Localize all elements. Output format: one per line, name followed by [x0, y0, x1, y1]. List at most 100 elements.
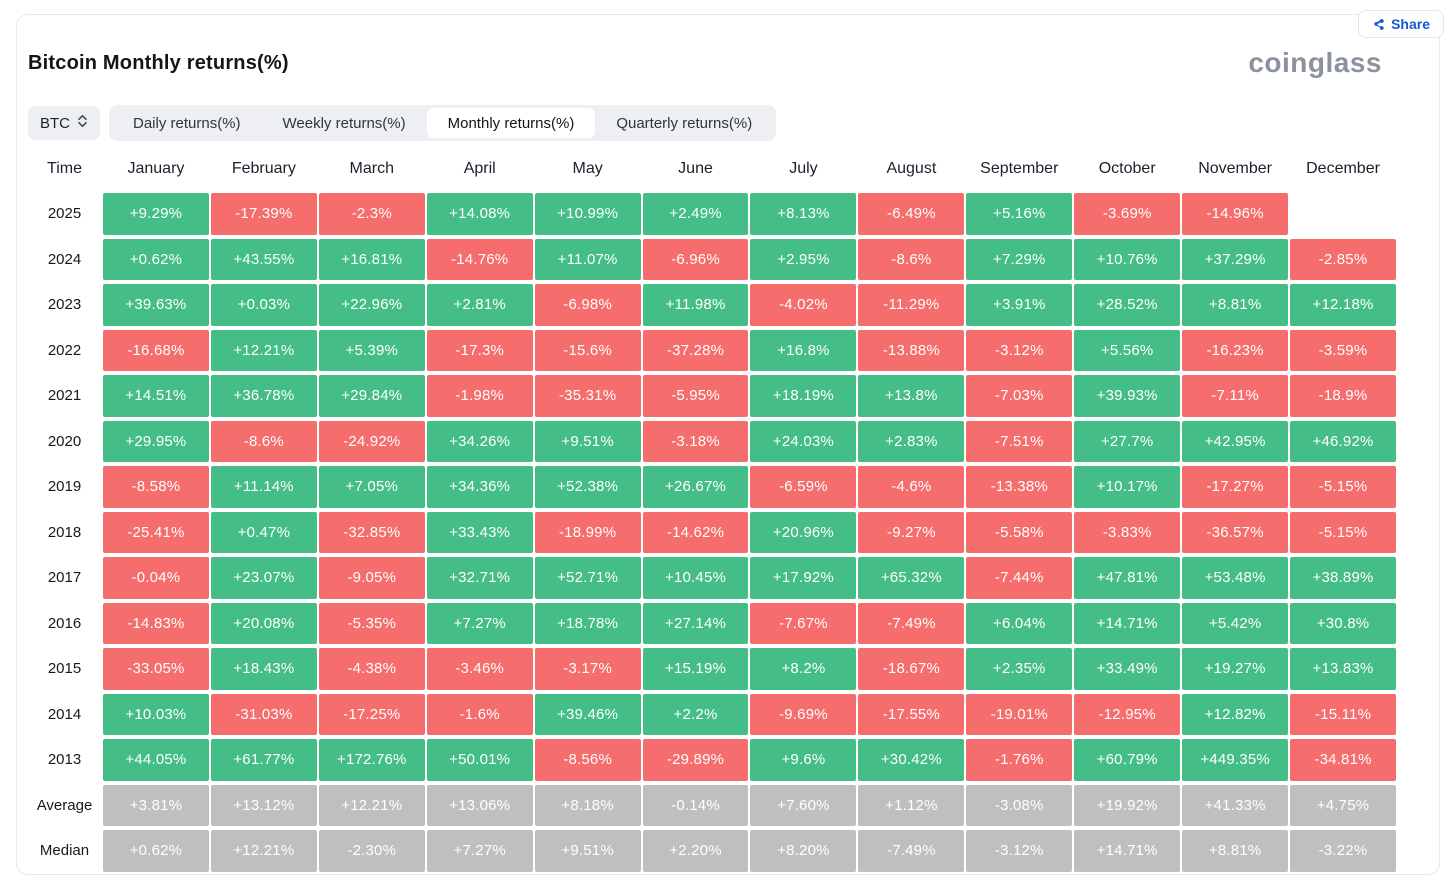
cell-2025-march: -2.3%: [318, 193, 425, 235]
cell-median-august: -7.49%: [858, 830, 965, 872]
cell-2016-february: +20.08%: [210, 602, 317, 644]
table-row-2024: 2024 +0.62% +43.55% +16.81% -14.76% +11.07% -6…: [28, 238, 1396, 280]
cell-2015-august: -18.67%: [858, 648, 965, 690]
cell-2019-may: +52.38%: [534, 466, 641, 508]
table-row-2023: 2023 +39.63% +0.03% +22.96% +2.81% -6.98% +11.…: [28, 284, 1396, 326]
cell-2016-december: +30.8%: [1290, 602, 1396, 644]
row-label-2023: 2023: [47, 296, 82, 314]
cell-2017-may: +52.71%: [534, 557, 641, 599]
cell-2013-january: +44.05%: [103, 739, 209, 781]
cell-2025-july: +8.13%: [750, 193, 857, 235]
cell-2022-september: -3.12%: [966, 329, 1073, 371]
row-label-2019: 2019: [47, 478, 82, 496]
cell-2013-october: +60.79%: [1074, 739, 1181, 781]
row-label-2015: 2015: [47, 660, 82, 678]
column-header-october: October: [1098, 160, 1156, 177]
tab-daily-returns[interactable]: Daily returns(%): [112, 108, 262, 138]
column-header-march: March: [349, 160, 394, 177]
cell-average-january: +3.81%: [103, 784, 209, 826]
table-row-2013: 2013 +44.05% +61.77% +172.76% +50.01% -8.56% -…: [28, 739, 1396, 781]
cell-2021-october: +39.93%: [1074, 375, 1181, 417]
share-icon: [1372, 18, 1385, 31]
cell-2018-april: +33.43%: [426, 511, 533, 553]
column-header-june: June: [678, 160, 713, 177]
cell-median-march: -2.30%: [318, 830, 425, 872]
table-row-average: Average +3.81% +13.12% +12.21% +13.06% +8.18%…: [28, 784, 1396, 826]
cell-2015-may: -3.17%: [534, 648, 641, 690]
cell-2015-october: +33.49%: [1074, 648, 1181, 690]
cell-median-october: +14.71%: [1074, 830, 1181, 872]
cell-2022-march: +5.39%: [318, 329, 425, 371]
cell-2016-july: -7.67%: [750, 602, 857, 644]
cell-2013-september: -1.76%: [966, 739, 1073, 781]
cell-2024-june: -6.96%: [642, 238, 749, 280]
cell-2018-march: -32.85%: [318, 511, 425, 553]
cell-2023-april: +2.81%: [426, 284, 533, 326]
tab-weekly-returns[interactable]: Weekly returns(%): [262, 108, 427, 138]
cell-2023-july: -4.02%: [750, 284, 857, 326]
cell-2013-november: +449.35%: [1182, 739, 1289, 781]
cell-2024-july: +2.95%: [750, 238, 857, 280]
cell-2020-september: -7.51%: [966, 420, 1073, 462]
cell-2017-february: +23.07%: [210, 557, 317, 599]
cell-2016-september: +6.04%: [966, 602, 1073, 644]
cell-2021-september: -7.03%: [966, 375, 1073, 417]
cell-2018-july: +20.96%: [750, 511, 857, 553]
symbol-select[interactable]: BTC: [28, 106, 100, 140]
cell-2025-february: -17.39%: [210, 193, 317, 235]
column-header-august: August: [886, 160, 937, 177]
cell-2024-november: +37.29%: [1182, 238, 1289, 280]
cell-2021-january: +14.51%: [103, 375, 209, 417]
cell-average-july: +7.60%: [750, 784, 857, 826]
tab-monthly-returns[interactable]: Monthly returns(%): [426, 108, 596, 138]
cell-2022-june: -37.28%: [642, 329, 749, 371]
cell-2014-december: -15.11%: [1290, 693, 1396, 735]
table-row-2019: 2019 -8.58% +11.14% +7.05% +34.36% +52.38% +26…: [28, 466, 1396, 508]
cell-2019-august: -4.6%: [858, 466, 965, 508]
returns-table: Time January February March April May June July…: [28, 154, 1396, 872]
cell-2020-february: -8.6%: [210, 420, 317, 462]
cell-2024-october: +10.76%: [1074, 238, 1181, 280]
row-label-2021: 2021: [47, 387, 82, 405]
tab-quarterly-returns[interactable]: Quarterly returns(%): [595, 108, 773, 138]
cell-average-march: +12.21%: [318, 784, 425, 826]
cell-2021-april: -1.98%: [426, 375, 533, 417]
cell-2014-february: -31.03%: [210, 693, 317, 735]
share-button[interactable]: Share: [1358, 10, 1444, 38]
cell-2021-november: -7.11%: [1182, 375, 1289, 417]
cell-2015-november: +19.27%: [1182, 648, 1289, 690]
cell-2024-august: -8.6%: [858, 238, 965, 280]
cell-average-november: +41.33%: [1182, 784, 1289, 826]
cell-average-september: -3.08%: [966, 784, 1073, 826]
table-row-median: Median +0.62% +12.21% -2.30% +7.27% +9.51% +2.…: [28, 830, 1396, 872]
cell-2017-july: +17.92%: [750, 557, 857, 599]
column-header-january: January: [127, 160, 185, 177]
cell-2015-february: +18.43%: [210, 648, 317, 690]
cell-2019-december: -5.15%: [1290, 466, 1396, 508]
returns-tab-group: Daily returns(%) Weekly returns(%) Monthly…: [109, 105, 777, 141]
cell-median-july: +8.20%: [750, 830, 857, 872]
column-header-time: Time: [47, 160, 82, 177]
column-header-december: December: [1306, 160, 1380, 177]
cell-2019-june: +26.67%: [642, 466, 749, 508]
cell-2017-march: -9.05%: [318, 557, 425, 599]
cell-2013-june: -29.89%: [642, 739, 749, 781]
cell-2017-april: +32.71%: [426, 557, 533, 599]
cell-2017-november: +53.48%: [1182, 557, 1289, 599]
cell-2023-september: +3.91%: [966, 284, 1073, 326]
cell-2025-september: +5.16%: [966, 193, 1073, 235]
cell-average-august: +1.12%: [858, 784, 965, 826]
cell-2023-march: +22.96%: [318, 284, 425, 326]
cell-2018-february: +0.47%: [210, 511, 317, 553]
cell-2022-november: -16.23%: [1182, 329, 1289, 371]
cell-2021-june: -5.95%: [642, 375, 749, 417]
row-label-2014: 2014: [47, 705, 82, 723]
cell-2024-february: +43.55%: [210, 238, 317, 280]
cell-average-may: +8.18%: [534, 784, 641, 826]
cell-2025-april: +14.08%: [426, 193, 533, 235]
column-header-september: September: [980, 160, 1059, 177]
cell-2015-april: -3.46%: [426, 648, 533, 690]
cell-2022-may: -15.6%: [534, 329, 641, 371]
cell-2014-january: +10.03%: [103, 693, 209, 735]
